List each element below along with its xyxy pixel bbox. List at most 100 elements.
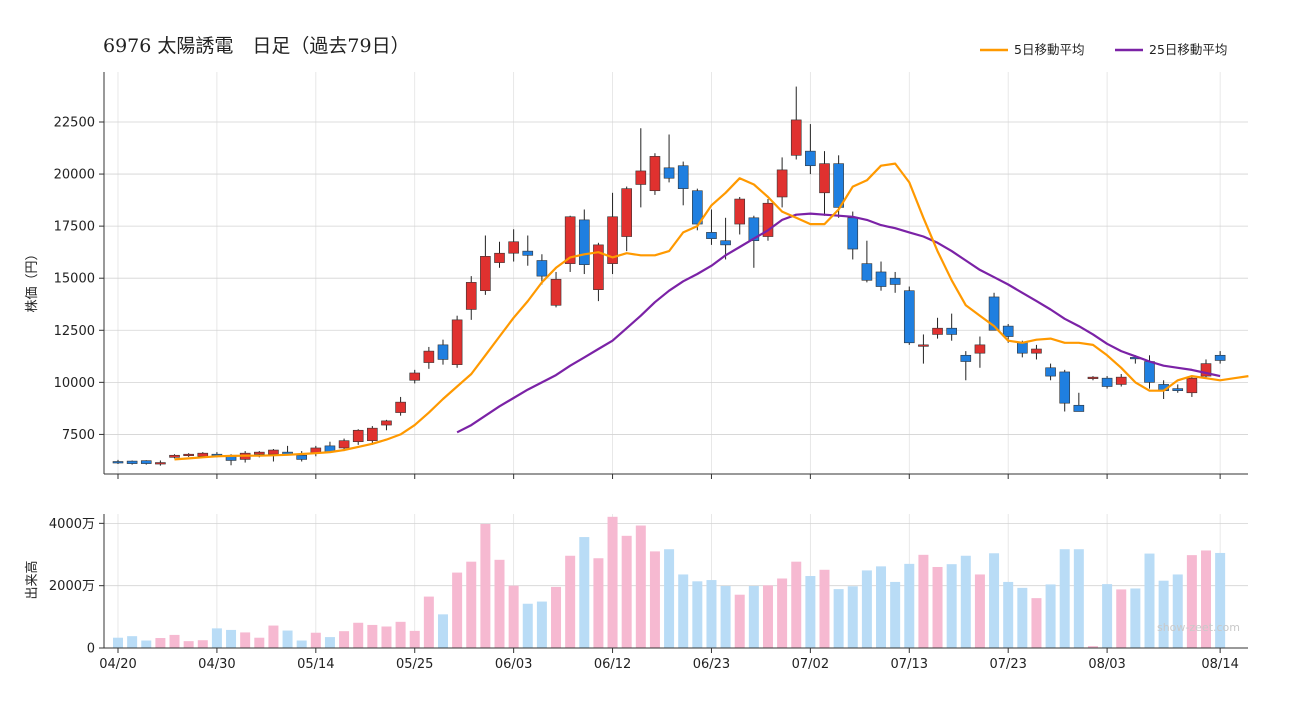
volume-bar xyxy=(565,555,576,648)
volume-bar xyxy=(876,566,887,648)
candle-body xyxy=(1059,371,1071,404)
candle-body xyxy=(338,440,350,449)
candle-body xyxy=(367,427,378,441)
candle-body xyxy=(140,460,152,464)
volume-bar xyxy=(1201,550,1212,648)
volume-bar xyxy=(310,632,321,648)
volume-bar xyxy=(692,581,703,648)
volume-bar xyxy=(819,569,830,648)
candle-body xyxy=(593,244,604,290)
candle-body xyxy=(762,202,774,237)
volume-bar xyxy=(960,555,971,648)
candle-body xyxy=(607,216,618,264)
volume-bar xyxy=(579,537,590,648)
volume-bar xyxy=(522,603,533,648)
candle-body xyxy=(875,271,887,287)
candle-body xyxy=(578,219,590,265)
candle-body xyxy=(861,263,873,281)
volume-bar xyxy=(353,622,364,648)
candle-body xyxy=(932,327,943,335)
volume-bar xyxy=(339,631,350,648)
candle-body xyxy=(988,296,1000,331)
volume-bar xyxy=(791,561,802,648)
volume-bar xyxy=(593,558,604,648)
candle-body xyxy=(451,319,463,365)
candle-body xyxy=(169,454,180,458)
volume-bar xyxy=(1116,589,1127,648)
sma25-line xyxy=(456,212,1221,434)
volume-bar xyxy=(918,554,929,648)
candle-body xyxy=(790,119,802,156)
volume-ytick-label: 0 xyxy=(87,642,95,657)
candle-body xyxy=(734,198,746,225)
volume-ytick-label: 4000万 xyxy=(49,517,95,532)
candle-body xyxy=(155,462,166,465)
candle-body xyxy=(522,250,534,256)
date-tick-label: 08/03 xyxy=(1088,657,1125,672)
candle-body xyxy=(1186,377,1198,394)
candle-body xyxy=(126,460,138,464)
candle-body xyxy=(889,277,901,285)
candle-body xyxy=(1101,377,1113,387)
date-tick-label: 07/02 xyxy=(792,657,829,672)
candle-body xyxy=(423,350,435,363)
candle-body xyxy=(663,167,675,179)
candle-body xyxy=(254,451,265,455)
volume-bar xyxy=(296,640,307,648)
volume-bar xyxy=(452,572,463,648)
volume-bar xyxy=(706,580,717,648)
candle-body xyxy=(352,429,364,443)
candle-body xyxy=(819,163,830,194)
volume-bar xyxy=(1215,552,1226,648)
candle-body xyxy=(381,420,392,426)
candle-body xyxy=(564,216,576,264)
volume-bar xyxy=(847,586,858,648)
volume-ytick-label: 2000万 xyxy=(49,579,95,594)
candle-body xyxy=(621,188,632,237)
chart-title: 6976 太陽誘電 日足（過去79日） xyxy=(103,35,410,57)
candle-body xyxy=(1031,348,1042,354)
price-panel: 7500 10000 12500 15000 17500 20000 22500 xyxy=(54,72,1249,479)
volume-bar xyxy=(1031,598,1042,648)
volume-bar xyxy=(480,523,491,648)
volume-bar xyxy=(1045,584,1056,648)
volume-bar xyxy=(395,621,406,648)
volume-bar xyxy=(649,551,660,648)
candle-body xyxy=(776,169,788,198)
candle-body xyxy=(1045,367,1056,377)
candle-body xyxy=(112,461,124,464)
candle-body xyxy=(268,449,279,455)
candle-body xyxy=(480,256,491,292)
volume-axis-title: 出来高 xyxy=(24,560,40,599)
volume-bar xyxy=(1087,646,1098,648)
candle-body xyxy=(536,260,548,277)
date-tick-label: 08/14 xyxy=(1201,657,1238,672)
candle-body xyxy=(395,401,406,413)
date-tick-label: 04/20 xyxy=(99,657,136,672)
volume-bar xyxy=(551,586,562,648)
price-ytick-label: 15000 xyxy=(54,272,95,287)
volume-bar xyxy=(777,578,788,648)
candle-body xyxy=(635,170,647,185)
candle-body xyxy=(296,454,307,460)
candle-body xyxy=(183,453,194,457)
candle-body xyxy=(550,278,562,306)
volume-bar xyxy=(494,559,505,648)
price-ytick-label: 17500 xyxy=(54,220,95,235)
date-tick-label: 05/25 xyxy=(396,657,433,672)
volume-panel: 0 2000万 4000万 04/20 04/30 05/14 05/25 06/03 06/1… xyxy=(49,514,1248,672)
date-tick-label: 07/23 xyxy=(989,657,1026,672)
candle-body xyxy=(1144,361,1155,383)
price-ytick-label: 10000 xyxy=(54,376,95,391)
volume-bar xyxy=(989,553,1000,648)
date-tick-label: 06/03 xyxy=(495,657,532,672)
volume-bar xyxy=(1017,587,1028,648)
volume-bar xyxy=(720,585,731,648)
volume-bar xyxy=(381,626,392,648)
volume-bar xyxy=(1073,549,1084,648)
candle-body xyxy=(1073,404,1085,412)
price-ytick-label: 20000 xyxy=(54,168,95,183)
date-tick-label: 06/12 xyxy=(594,657,631,672)
candle-body xyxy=(1087,376,1099,379)
